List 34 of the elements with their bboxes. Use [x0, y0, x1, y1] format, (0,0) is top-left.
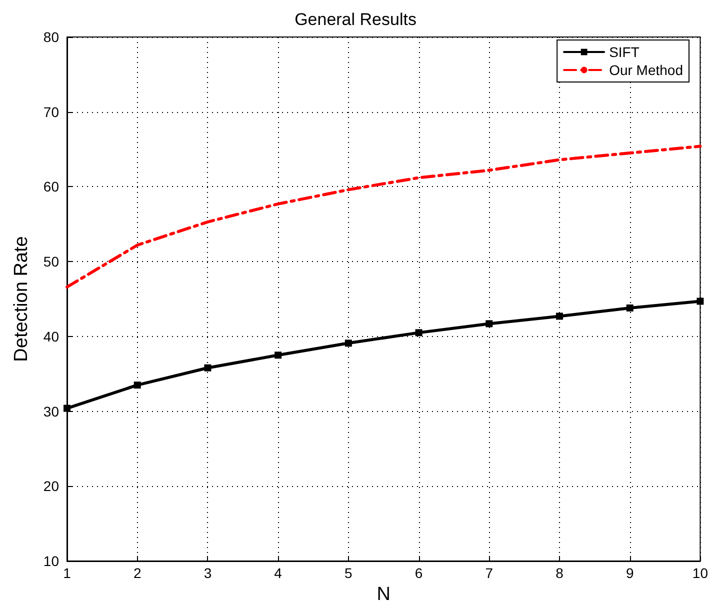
x-axis-title: N [376, 584, 390, 605]
y-tick-label: 20 [43, 478, 60, 494]
x-tick-label: 4 [274, 565, 282, 581]
x-tick-label: 2 [133, 565, 142, 581]
y-tick-label: 30 [43, 403, 60, 420]
x-tick-label: 1 [63, 565, 72, 581]
x-tick-label: 5 [344, 565, 353, 581]
point [204, 364, 212, 372]
x-tick-label: 7 [485, 565, 494, 581]
legend-label: SIFT [609, 44, 640, 60]
point [64, 404, 70, 412]
x-tick-label: 8 [556, 565, 564, 581]
x-tick-label: 10 [692, 565, 708, 581]
line-series [66, 144, 702, 289]
point [344, 340, 352, 347]
point [486, 320, 493, 328]
x-tick-label: 6 [414, 565, 423, 581]
point [134, 382, 141, 389]
y-tick-label: 60 [43, 178, 60, 195]
y-tick-label: 50 [43, 254, 60, 270]
y-axis-title: Detection Rate [11, 236, 32, 362]
legend-label: Our Method [609, 62, 684, 78]
x-tick-label: 9 [626, 565, 634, 581]
point [696, 298, 704, 305]
x-tick-label: 3 [204, 565, 212, 581]
point [415, 329, 422, 336]
y-tick-label: 40 [43, 328, 60, 344]
chart-title: General Results [294, 10, 416, 29]
y-tick-label: 10 [43, 553, 60, 569]
point [626, 304, 634, 312]
point [274, 352, 282, 359]
point [556, 312, 563, 320]
y-tick-label: 70 [43, 104, 60, 120]
y-tick-label: 80 [43, 29, 60, 45]
